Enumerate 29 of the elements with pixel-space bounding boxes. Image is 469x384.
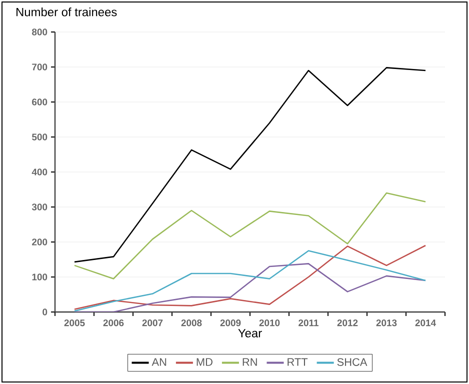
y-tick-label: 700 <box>32 64 48 70</box>
legend-label: AN <box>152 358 166 366</box>
x-tick-label: 2013 <box>376 320 397 326</box>
x-tick-label: 2014 <box>415 320 436 326</box>
y-tick-label: 0 <box>42 308 48 316</box>
x-tick-label: 2008 <box>181 320 202 326</box>
legend-label: RN <box>242 358 257 366</box>
x-tick-label: 2012 <box>337 320 358 326</box>
y-tick-label: 400 <box>32 168 48 176</box>
x-tick-label: 2007 <box>142 320 163 326</box>
y-tick-label: 300 <box>32 204 48 210</box>
x-axis-title: Year <box>238 329 262 338</box>
line-series <box>74 263 426 312</box>
x-tick-label: 2009 <box>220 320 241 326</box>
y-tick-label: 200 <box>32 238 48 246</box>
x-tick-label: 2011 <box>298 320 319 326</box>
y-tick-label: 600 <box>32 98 48 106</box>
x-tick-label: 2010 <box>259 320 280 326</box>
chart-title: Number of trainees <box>16 8 117 16</box>
legend-label: MD <box>196 358 212 366</box>
y-tick-label: 500 <box>32 134 48 140</box>
line-series <box>74 192 426 280</box>
legend-label: RTT <box>288 358 308 366</box>
y-tick-label: 100 <box>32 274 48 280</box>
legend-label: SHCA <box>337 358 368 366</box>
line-series <box>74 67 426 263</box>
x-tick-label: 2005 <box>64 320 85 326</box>
y-tick-label: 800 <box>32 28 48 36</box>
x-tick-label: 2006 <box>103 320 124 326</box>
